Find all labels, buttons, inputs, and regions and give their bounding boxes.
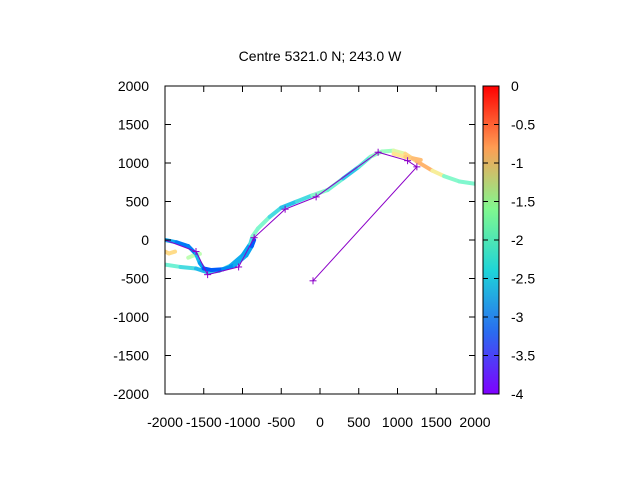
- series-segment: [442, 174, 462, 184]
- colorbar-tick-label: -3: [511, 309, 524, 325]
- colorbar-tick-label: -0.5: [511, 117, 535, 133]
- series-segment: [325, 176, 346, 192]
- track-marker: [309, 277, 317, 285]
- chart-title: Centre 5321.0 N; 243.0 W: [239, 48, 402, 64]
- y-tick-label: 500: [126, 194, 150, 210]
- x-tick-label: 1500: [421, 414, 452, 430]
- series-segment: [221, 263, 237, 272]
- y-tick-label: 0: [141, 232, 149, 248]
- x-tick-label: -1500: [186, 414, 222, 430]
- track-marker: [404, 157, 412, 165]
- colorbar-tick-label: -1: [511, 155, 524, 171]
- x-tick-label: 1000: [382, 414, 413, 430]
- series-4: [165, 249, 178, 256]
- series-segment: [232, 253, 249, 268]
- x-axis: -2000 -1500 -1000 -500 0 500 1000 1500 2000: [147, 86, 491, 430]
- track-layer: [165, 148, 421, 285]
- y-tick-label: -1500: [113, 348, 149, 364]
- x-tick-label: 500: [347, 414, 371, 430]
- track-marker: [192, 248, 200, 256]
- colorbar-tick-label: -2: [511, 232, 524, 248]
- series-segment: [457, 179, 475, 186]
- series-segment: [174, 240, 191, 249]
- series-segment: [228, 253, 245, 268]
- track-marker: [413, 163, 421, 171]
- x-tick-label: 0: [316, 414, 324, 430]
- track-marker: [250, 234, 258, 242]
- series-segment: [411, 156, 423, 162]
- colorbar-axis: 0 -0.5 -1 -1.5 -2 -2.5 -3 -3.5 -4: [483, 78, 535, 402]
- series-1: [165, 148, 475, 275]
- y-tick-label: 1000: [118, 155, 149, 171]
- x-tick-label: 2000: [459, 414, 490, 430]
- colorbar-tick-label: 0: [511, 78, 519, 94]
- track-marker: [204, 271, 212, 279]
- series-segment: [279, 199, 299, 210]
- y-tick-label: -500: [121, 271, 149, 287]
- series-segment: [430, 168, 446, 179]
- series-layer: [165, 148, 475, 275]
- series-segment: [240, 241, 253, 258]
- plot-frame: [164, 85, 476, 395]
- track-marker: [235, 263, 243, 271]
- x-tick-label: -2000: [147, 414, 183, 430]
- series-segment: [178, 264, 198, 271]
- y-axis: -2000 -1500 -1000 -500 0 500 1000 1500 2000: [113, 78, 475, 402]
- colorbar-tick-label: -2.5: [511, 271, 535, 287]
- track-marker: [374, 148, 382, 156]
- series-segment: [267, 205, 284, 219]
- series-3: [165, 238, 257, 273]
- track-line: [165, 151, 418, 282]
- series-segment: [391, 151, 408, 159]
- x-tick-label: -500: [267, 414, 295, 430]
- series-segment: [341, 164, 361, 181]
- series-segment: [414, 159, 435, 173]
- track-marker: [281, 205, 289, 213]
- track-marker: [312, 193, 320, 201]
- x-tick-label: -1000: [225, 414, 261, 430]
- colorbar-tick-label: -1.5: [511, 194, 535, 210]
- series-segment: [256, 214, 272, 231]
- colorbar-tick-label: -3.5: [511, 348, 535, 364]
- series-segment: [294, 193, 315, 204]
- y-tick-label: -2000: [113, 386, 149, 402]
- series-segment: [166, 249, 178, 256]
- series-5: [391, 151, 423, 162]
- y-tick-label: -1000: [113, 309, 149, 325]
- y-tick-label: 1500: [118, 117, 149, 133]
- y-tick-label: 2000: [118, 78, 149, 94]
- colorbar-tick-label: -4: [511, 386, 524, 402]
- series-segment: [165, 262, 183, 269]
- series-segment: [391, 148, 408, 156]
